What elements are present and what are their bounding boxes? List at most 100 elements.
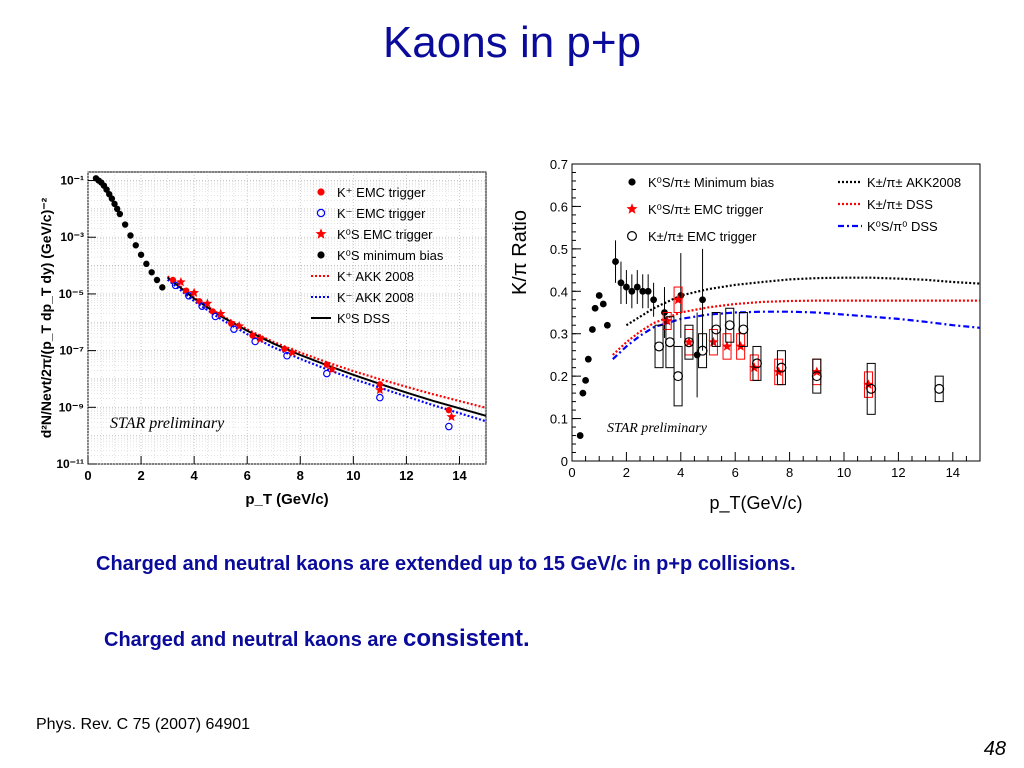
data-point: [866, 383, 877, 394]
slide-title: Kaons in p+p: [382, 18, 642, 67]
y-tick-label: 10⁻¹: [60, 174, 84, 188]
data-point: [612, 258, 619, 265]
y-tick-label: 0: [561, 454, 568, 469]
data-point: [446, 411, 457, 421]
data-point: [376, 393, 384, 402]
data-point: [108, 195, 116, 202]
data-point: [445, 422, 453, 431]
data-point: [582, 376, 589, 384]
data-point: [376, 381, 384, 388]
y-tick-label: 10⁻⁷: [59, 344, 84, 358]
x-tick-label: 8: [297, 468, 304, 483]
legend-label: K±/π± EMC trigger: [648, 229, 757, 244]
data-point: [697, 345, 708, 356]
data-point: [683, 337, 694, 348]
data-point: [228, 320, 235, 327]
x-tick-label: 2: [623, 465, 630, 480]
caption-consistency-text: Charged and neutral kaons are: [104, 629, 403, 651]
data-point: [617, 279, 625, 287]
data-point: [323, 361, 330, 368]
data-point: [445, 406, 453, 414]
y-tick-label: 10⁻¹¹: [56, 457, 84, 471]
data-point: [751, 358, 762, 369]
data-point: [234, 321, 245, 331]
data-point: [127, 232, 134, 239]
data-point: [589, 326, 596, 333]
data-point: [113, 205, 121, 213]
data-point: [639, 287, 647, 295]
data-point: [673, 371, 684, 382]
legend-swatch: [626, 203, 638, 214]
error-box: [722, 333, 732, 360]
data-point: [137, 251, 145, 258]
legend-label: K⁺ EMC trigger: [337, 185, 426, 200]
legend-label: K±/π± AKK2008: [867, 175, 961, 190]
x-tick-label: 6: [732, 465, 739, 480]
data-point: [603, 321, 611, 329]
data-point: [281, 345, 288, 353]
series-2: [176, 277, 457, 421]
data-point: [579, 389, 587, 397]
data-point: [699, 296, 706, 304]
data-point: [255, 333, 266, 343]
reference-citation: Phys. Rev. C 75 (2007) 64901: [36, 716, 251, 733]
data-point: [591, 304, 599, 312]
data-point: [664, 337, 675, 348]
y-axis-label: K/π Ratio: [512, 210, 531, 295]
data-point: [143, 260, 150, 268]
legend-swatch: [626, 230, 637, 241]
legend-label: K⁰S EMC trigger: [337, 227, 433, 242]
data-point: [116, 210, 124, 218]
data-point: [159, 284, 166, 291]
x-axis-label: p_T(GeV/c): [709, 493, 802, 514]
x-tick-label: 0: [84, 468, 91, 483]
data-point: [153, 276, 161, 284]
caption-consistency: Charged and neutral kaons are consistent…: [104, 625, 530, 653]
legend-label: K⁰S/π⁰ DSS: [867, 219, 938, 234]
grid: [87, 171, 487, 465]
ratio-chart: 0 2 4 6 8 10 12 14 0 0.1 0.2 0.3 0.4 0.5 0.6 0.7 p_T(GeV…: [512, 150, 987, 520]
data-point: [662, 315, 673, 326]
y-tick-label: 10⁻⁵: [59, 287, 84, 301]
data-point: [863, 379, 874, 389]
legend-swatch: [628, 178, 636, 186]
data-point: [121, 221, 129, 228]
x-tick-label: 10: [346, 468, 360, 483]
y-tick-label: 0.7: [550, 157, 568, 172]
x-tick-label: 10: [837, 465, 851, 480]
legend-swatch: [317, 188, 325, 196]
plot-frame: [571, 163, 981, 462]
data-point: [811, 371, 822, 382]
y-axis-label: d²N/Nevt/2π/(p_T dp_T dy) (GeV/c)⁻²: [38, 197, 54, 438]
x-tick-label: 6: [244, 468, 251, 483]
series-line-3: [625, 276, 981, 327]
data-point: [650, 296, 657, 304]
data-point: [176, 277, 186, 287]
data-point: [595, 292, 603, 299]
legend-theory: K±/π± AKK2008 K±/π± DSS K⁰S/π⁰ DSS: [838, 175, 961, 234]
series-1: [662, 286, 874, 398]
y-tick-label: 0.6: [550, 199, 568, 214]
data-point: [287, 347, 298, 357]
data-point: [623, 283, 630, 291]
data-point: [735, 341, 746, 351]
data-point: [584, 355, 592, 363]
series-3: [92, 175, 166, 291]
legend-label: K±/π± DSS: [867, 197, 933, 212]
legend-label: K⁺ AKK 2008: [337, 269, 414, 284]
data-point: [693, 351, 701, 359]
x-tick-label: 8: [786, 465, 793, 480]
star-preliminary-label: STAR preliminary: [607, 421, 708, 436]
error-box: [673, 286, 683, 314]
legend: K⁺ EMC trigger K⁻ EMC trigger K⁰S EMC trig…: [311, 185, 444, 326]
legend-label: K⁰S minimum bias: [337, 248, 444, 263]
y-tick-label: 0.5: [550, 242, 568, 257]
x-tick-label: 14: [946, 465, 960, 480]
series-line-4: [612, 299, 980, 356]
legend-label: K⁰S/π± EMC trigger: [648, 202, 764, 217]
y-tick-label: 0.2: [550, 369, 568, 384]
data-point: [738, 324, 749, 335]
data-point: [654, 341, 665, 352]
caption-consistency-emphasis: consistent.: [402, 625, 530, 652]
x-axis-label: p_T (GeV/c): [245, 491, 328, 508]
